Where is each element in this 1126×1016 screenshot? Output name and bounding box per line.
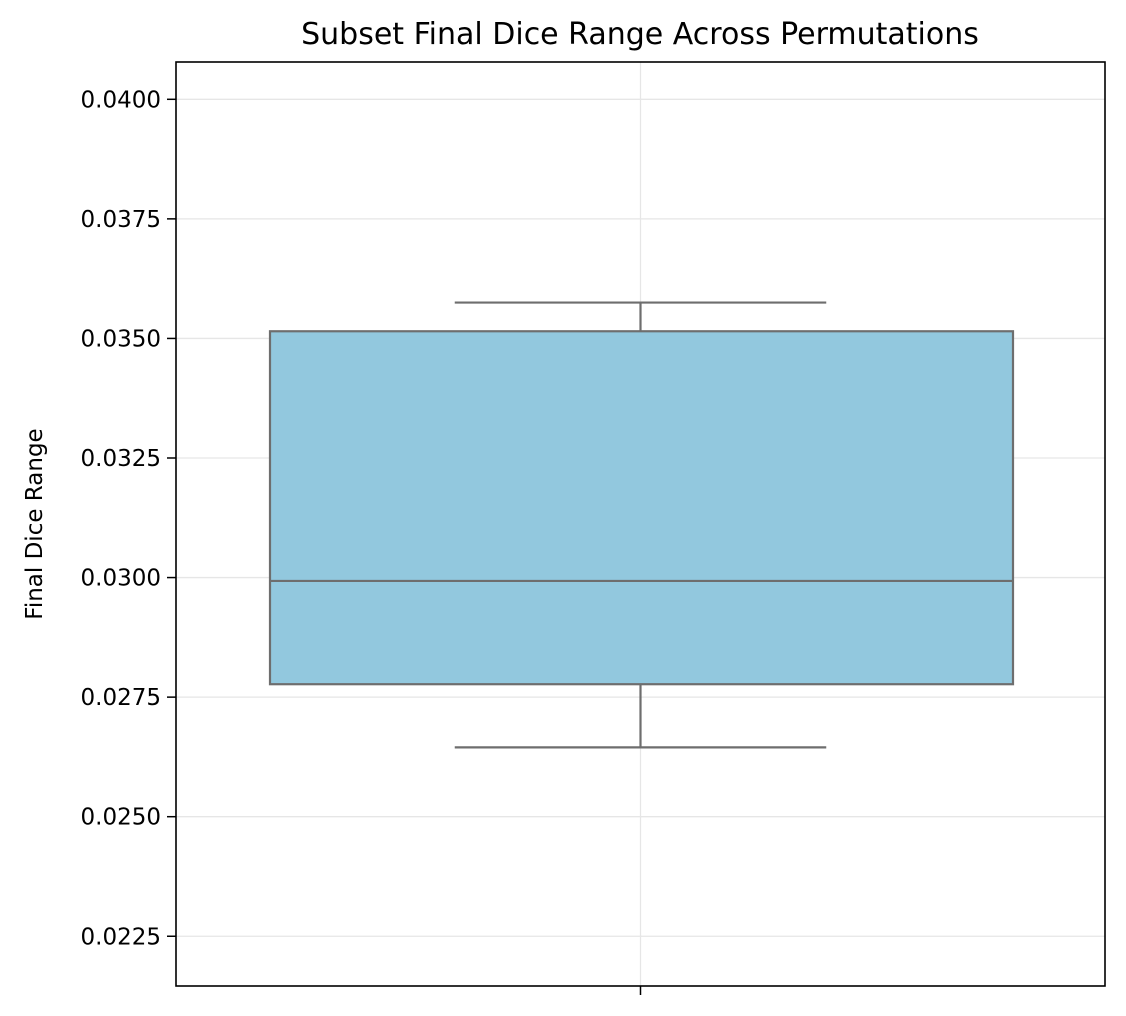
y-tick-label: 0.0225: [81, 924, 161, 950]
y-tick-label: 0.0275: [81, 685, 161, 711]
y-tick-label: 0.0300: [81, 566, 161, 592]
plot-frame: [175, 61, 1106, 987]
y-tick-label: 0.0325: [81, 446, 161, 472]
y-tick-label: 0.0350: [81, 326, 161, 352]
y-axis-label: Final Dice Range: [22, 428, 48, 619]
y-tick-label: 0.0250: [81, 805, 161, 831]
chart-title: Subset Final Dice Range Across Permutati…: [301, 17, 979, 52]
box-iqr: [268, 330, 1015, 686]
axis-layer: 0.0225 0.0250 0.0275 0.0300 0.0325 0.0350 0.03…: [81, 61, 1106, 995]
box-plot: [268, 301, 1015, 749]
y-tick-label: 0.0400: [81, 87, 161, 113]
y-tick-label: 0.0375: [81, 207, 161, 233]
